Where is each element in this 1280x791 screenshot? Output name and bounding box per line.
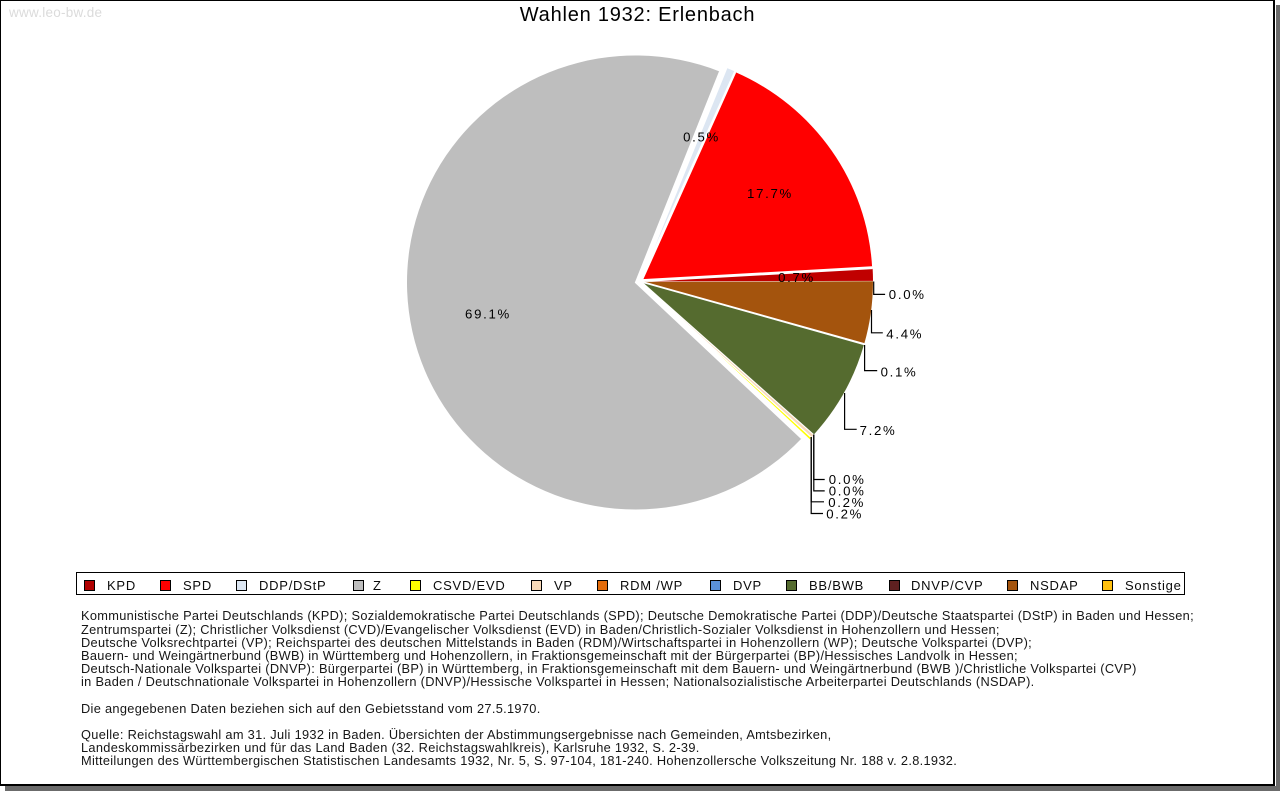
svg-text:0.7%: 0.7% [778,270,815,285]
svg-text:0.2%: 0.2% [826,507,863,522]
svg-text:17.7%: 17.7% [747,186,793,201]
svg-text:0.2%: 0.2% [828,495,865,510]
svg-text:0.0%: 0.0% [829,484,866,499]
svg-text:0.0%: 0.0% [829,472,866,487]
svg-text:0.1%: 0.1% [881,364,918,379]
svg-text:7.2%: 7.2% [860,423,897,438]
svg-text:0.5%: 0.5% [683,130,720,145]
svg-text:0.0%: 0.0% [889,287,926,302]
svg-text:69.1%: 69.1% [465,306,511,321]
svg-text:4.4%: 4.4% [886,326,923,341]
